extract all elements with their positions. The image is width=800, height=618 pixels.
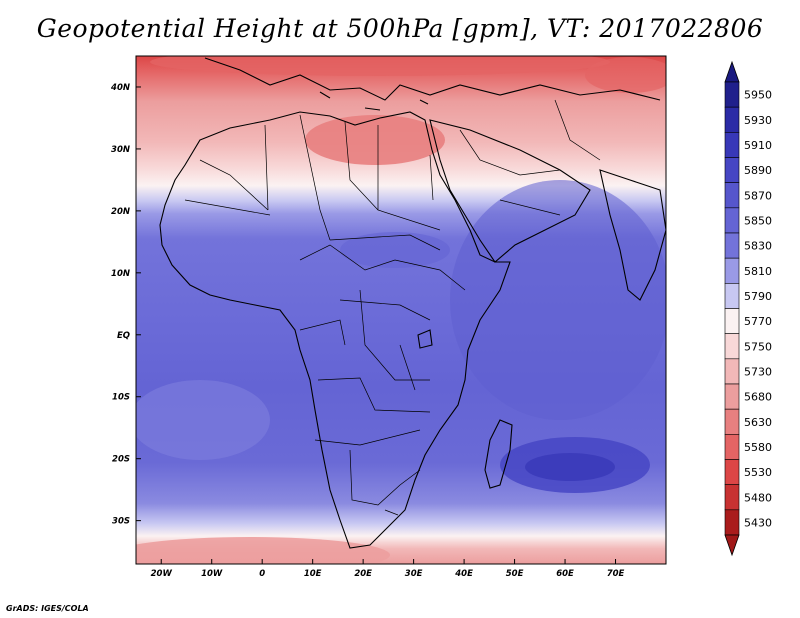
colorbar-swatch — [724, 383, 740, 410]
lake-victoria — [417, 329, 433, 349]
low-height-patch-northeast — [585, 57, 666, 93]
map-title: Geopotential Height at 500hPa [gpm], VT:… — [36, 14, 764, 43]
colorbar-swatch — [724, 459, 740, 485]
colorbar: 5950 5930 5910 5890 5870 5850 5830 5810 5790 5770… — [724, 60, 772, 557]
colorbar-level-label: 5850 — [744, 214, 772, 227]
colorbar-swatch — [724, 157, 740, 183]
lat-tick-label: 20N — [111, 207, 130, 217]
india-coastline — [599, 169, 666, 301]
lat-tick-label: EQ — [117, 331, 130, 341]
lat-tick-label: 10N — [111, 269, 130, 279]
colorbar-level-label: 5580 — [744, 441, 772, 454]
colorbar-level-label: 5790 — [744, 290, 772, 303]
latitude-axis: 40N 30N 20N 10N EQ 10S 20S 30S — [110, 83, 141, 527]
lat-tick-label: 30N — [111, 145, 130, 155]
colorbar-level-label: 5830 — [744, 240, 772, 253]
borders-north-africa — [184, 114, 441, 251]
high-core-southwest-indian — [525, 453, 615, 481]
colorbar-level-label: 5950 — [744, 89, 772, 102]
low-height-band-north — [150, 56, 610, 76]
colorbar-swatch — [724, 484, 740, 511]
borders-central-africa — [299, 244, 466, 391]
grads-credit: GrADS: IGES/COLA — [6, 604, 89, 613]
trough-patch-south-atlantic — [136, 380, 270, 460]
colorbar-swatch — [724, 81, 740, 108]
colorbar-top-arrow — [724, 60, 740, 83]
colorbar-swatch — [724, 509, 740, 536]
lon-tick-label: 70E — [607, 569, 625, 579]
ridge-patch-sahel — [340, 232, 450, 268]
colorbar-swatch — [724, 434, 740, 460]
lat-tick-label: 10S — [112, 393, 130, 403]
colorbar-swatch — [724, 207, 740, 234]
colorbar-swatch — [724, 308, 740, 334]
high-gradient-patch-north — [305, 115, 445, 165]
colorbar-swatch — [724, 257, 740, 284]
colorbar-swatch — [724, 283, 740, 309]
colorbar-swatch — [724, 132, 740, 158]
colorbar-level-label: 5530 — [744, 466, 772, 479]
mediterranean-islands — [319, 91, 429, 111]
country-borders — [184, 99, 601, 516]
colorbar-level-label: 5870 — [744, 189, 772, 202]
lon-tick-label: 10E — [304, 569, 322, 579]
colorbar-level-label: 5910 — [744, 139, 772, 152]
plot-frame — [135, 55, 667, 565]
colorbar-level-label: 5750 — [744, 340, 772, 353]
low-height-band-south — [136, 537, 390, 564]
colorbar-bottom-arrow — [724, 534, 740, 557]
colorbar-swatch — [724, 106, 740, 133]
colorbar-level-label: 5810 — [744, 265, 772, 278]
colorbar-level-label: 5930 — [744, 114, 772, 127]
colorbar-level-label: 5630 — [744, 416, 772, 429]
colorbar-level-label: 5480 — [744, 491, 772, 504]
lon-tick-label: 40E — [454, 569, 473, 579]
colorbar-swatch — [724, 182, 740, 209]
lat-tick-label: 40N — [110, 83, 130, 93]
colorbar-level-label: 5430 — [744, 516, 772, 529]
lon-tick-label: 0 — [259, 569, 265, 579]
lon-tick-label: 20W — [151, 569, 173, 579]
africa-coastline — [159, 111, 511, 549]
colorbar-swatch — [724, 408, 740, 435]
height-field — [136, 56, 666, 564]
arabia-coastline — [429, 119, 591, 263]
colorbar-level-label: 5680 — [744, 391, 772, 404]
europe-coastline — [204, 57, 661, 101]
colorbar-swatch — [724, 333, 740, 360]
coastlines — [159, 57, 666, 549]
colorbar-swatch — [724, 358, 740, 385]
lat-tick-label: 20S — [112, 455, 130, 465]
lat-tick-label: 30S — [112, 517, 130, 527]
borders-middle-east — [459, 99, 601, 216]
colorbar-level-label: 5770 — [744, 315, 772, 328]
longitude-axis: 20W 10W 0 10E 20E 30E 40E 50E 60E 70E — [151, 559, 625, 579]
colorbar-level-label: 5890 — [744, 164, 772, 177]
lon-tick-label: 60E — [556, 569, 574, 579]
lon-tick-label: 50E — [506, 569, 524, 579]
colorbar-swatch — [724, 232, 740, 259]
lon-tick-label: 10W — [201, 569, 223, 579]
borders-southern-africa — [314, 377, 431, 516]
lon-tick-label: 20E — [354, 569, 372, 579]
ridge-patch-indian-ocean — [450, 180, 666, 420]
madagascar-coastline — [484, 419, 513, 489]
lon-tick-label: 30E — [405, 569, 423, 579]
colorbar-level-label: 5730 — [744, 365, 772, 378]
